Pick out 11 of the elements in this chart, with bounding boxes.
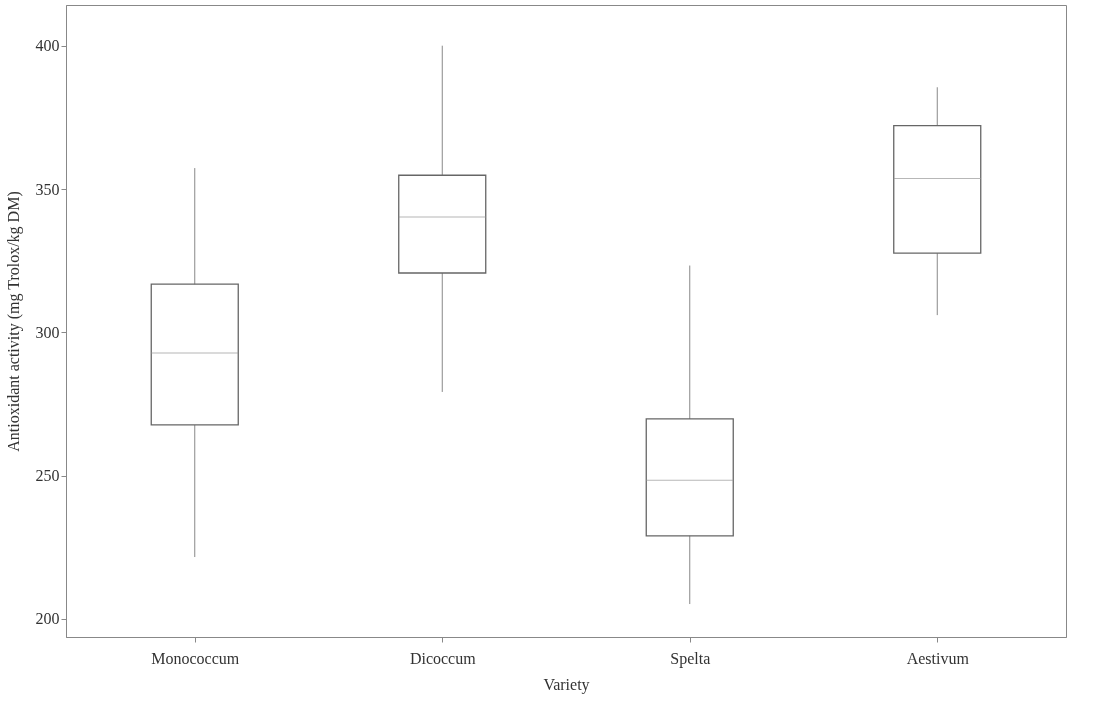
y-tick-label: 400 [35,37,60,55]
x-tick-label: Spelta [670,649,711,668]
y-tick-label: 350 [35,180,60,198]
x-tick-label: Aestivum [906,649,970,667]
x-axis-title: Variety [543,675,590,694]
y-tick-label: 250 [35,467,60,485]
x-tick-label: Monococcum [151,649,240,667]
y-tick-label: 300 [35,323,60,341]
y-axis-title: Antioxidant activity (mg Trolox/kg DM) [4,191,23,452]
y-tick-label: 200 [35,610,60,628]
x-tick-label: Dicoccum [409,649,477,667]
